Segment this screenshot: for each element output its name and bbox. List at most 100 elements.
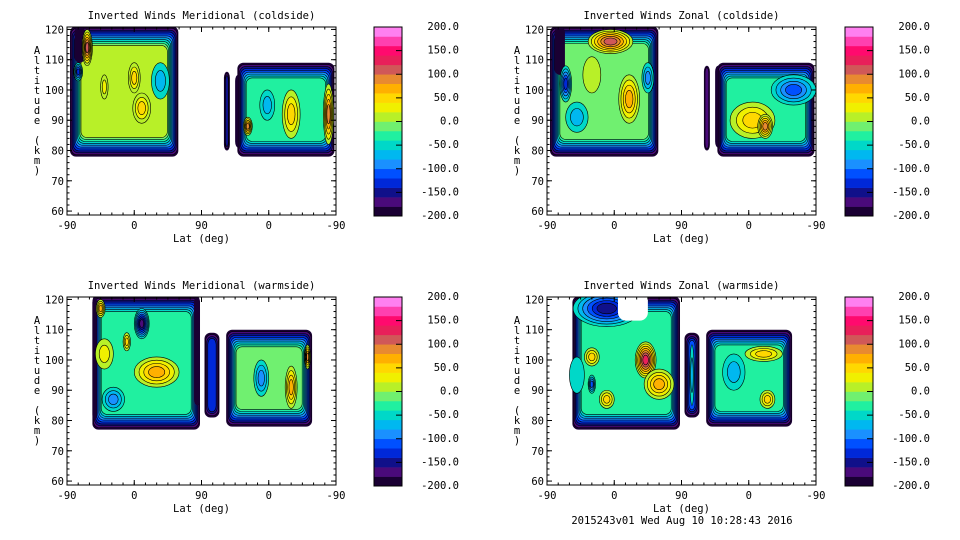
- colorbar-swatch: [374, 168, 402, 179]
- contour-blob: [625, 89, 634, 109]
- y-tick-label: 80: [51, 146, 64, 158]
- contour-blob: [98, 304, 103, 313]
- contour-field: [569, 297, 793, 430]
- y-tick-label: 90: [51, 115, 64, 127]
- colorbar-swatch: [374, 334, 402, 345]
- contour-panel: Inverted Winds Meridional (warmside) -90 0…: [34, 280, 459, 515]
- y-tick-label: 70: [531, 446, 544, 458]
- contour-blob: [124, 337, 129, 347]
- y-tick-label: 120: [45, 24, 64, 36]
- contour-blob: [563, 77, 568, 91]
- contour-band: [92, 297, 97, 421]
- colorbar-label: 50.0: [905, 362, 930, 374]
- colorbar-swatch: [845, 64, 873, 75]
- colorbar-swatch: [845, 168, 873, 179]
- colorbar-label: 100.0: [427, 68, 459, 80]
- x-tick-label: 90: [675, 220, 688, 232]
- y-tick-label: 90: [531, 115, 544, 127]
- colorbar-swatch: [845, 334, 873, 345]
- colorbar-swatch: [845, 36, 873, 47]
- colorbar-swatch: [845, 410, 873, 421]
- contour-blob: [262, 96, 272, 115]
- contour-blob: [306, 352, 309, 362]
- y-tick-label: 60: [51, 206, 64, 218]
- x-tick-label: 0: [266, 490, 272, 502]
- y-tick-label: 110: [525, 325, 544, 337]
- contour-blob: [326, 104, 331, 125]
- colorbar-swatch: [374, 83, 402, 94]
- contour-blob: [603, 395, 611, 404]
- contour-panel: Inverted Winds Zonal (coldside) -90 0 90 0 -9…: [514, 10, 930, 245]
- colorbar-swatch: [845, 448, 873, 458]
- colorbar-swatch: [374, 178, 402, 188]
- colorbar-swatch: [374, 306, 402, 317]
- colorbar-swatch: [374, 315, 402, 326]
- x-axis-label: Lat (deg): [653, 503, 710, 515]
- colorbar-swatch: [845, 476, 873, 487]
- contour-band: [554, 27, 565, 75]
- x-tick-label: -90: [538, 490, 557, 502]
- colorbar-swatch: [845, 429, 873, 440]
- colorbar-label: 50.0: [434, 362, 459, 374]
- colorbar-swatch: [374, 206, 402, 217]
- x-axis-label: Lat (deg): [173, 233, 230, 245]
- colorbar-label: 200.0: [898, 21, 930, 33]
- x-tick-label: -90: [807, 220, 826, 232]
- colorbar-swatch: [374, 74, 402, 84]
- colorbar-label: -200.0: [421, 210, 459, 222]
- plot-title: Inverted Winds Meridional (warmside): [88, 280, 316, 292]
- colorbar-label: 200.0: [427, 21, 459, 33]
- colorbar-swatch: [374, 382, 402, 392]
- x-tick-label: 0: [611, 490, 617, 502]
- colorbar-swatch: [374, 121, 402, 132]
- x-tick-label: 90: [195, 220, 208, 232]
- colorbar-swatch: [845, 206, 873, 217]
- x-tick-label: -90: [327, 220, 346, 232]
- colorbar-swatch: [845, 140, 873, 151]
- colorbar-swatch: [374, 93, 402, 103]
- x-tick-label: 90: [195, 490, 208, 502]
- colorbar-swatch: [845, 344, 873, 354]
- colorbar-swatch: [374, 448, 402, 458]
- contour-blob: [727, 361, 741, 383]
- colorbar-swatch: [374, 36, 402, 47]
- colorbar-label: -200.0: [892, 480, 930, 492]
- colorbar-swatch: [845, 55, 873, 66]
- colorbar-swatch: [845, 457, 873, 468]
- colorbar-swatch: [845, 325, 873, 336]
- x-tick-label: 90: [675, 490, 688, 502]
- colorbar-swatch: [374, 467, 402, 477]
- colorbar-swatch: [845, 45, 873, 56]
- colorbar-swatch: [374, 197, 402, 207]
- contour-band: [194, 297, 201, 406]
- colorbar-swatch: [845, 74, 873, 84]
- colorbar-swatch: [374, 410, 402, 421]
- colorbar-label: 50.0: [905, 92, 930, 104]
- colorbar-label: 0.0: [911, 116, 930, 128]
- x-tick-label: 0: [131, 490, 137, 502]
- y-tick-label: 90: [531, 385, 544, 397]
- plot-title: Inverted Winds Zonal (warmside): [584, 280, 780, 292]
- contour-blob: [690, 357, 694, 393]
- colorbar-label: -50.0: [898, 139, 930, 151]
- colorbar-label: 0.0: [911, 386, 930, 398]
- colorbar-label: 200.0: [898, 291, 930, 303]
- x-tick-label: 0: [131, 220, 137, 232]
- contour-panel: Inverted Winds Meridional (coldside) -90 0…: [34, 10, 459, 245]
- contour-field: [69, 27, 335, 157]
- y-tick-label: 70: [51, 446, 64, 458]
- colorbar-label: -150.0: [892, 456, 930, 468]
- colorbar-swatch: [845, 400, 873, 411]
- contour-blob: [76, 68, 80, 76]
- data-gap: [617, 297, 648, 321]
- contour-blob: [642, 354, 649, 366]
- colorbar-label: 100.0: [898, 68, 930, 80]
- colorbar-label: 50.0: [434, 92, 459, 104]
- colorbar-swatch: [845, 102, 873, 113]
- y-tick-label: 110: [45, 325, 64, 337]
- y-tick-label: 120: [45, 294, 64, 306]
- contour-band: [207, 338, 217, 413]
- colorbar-label: -200.0: [892, 210, 930, 222]
